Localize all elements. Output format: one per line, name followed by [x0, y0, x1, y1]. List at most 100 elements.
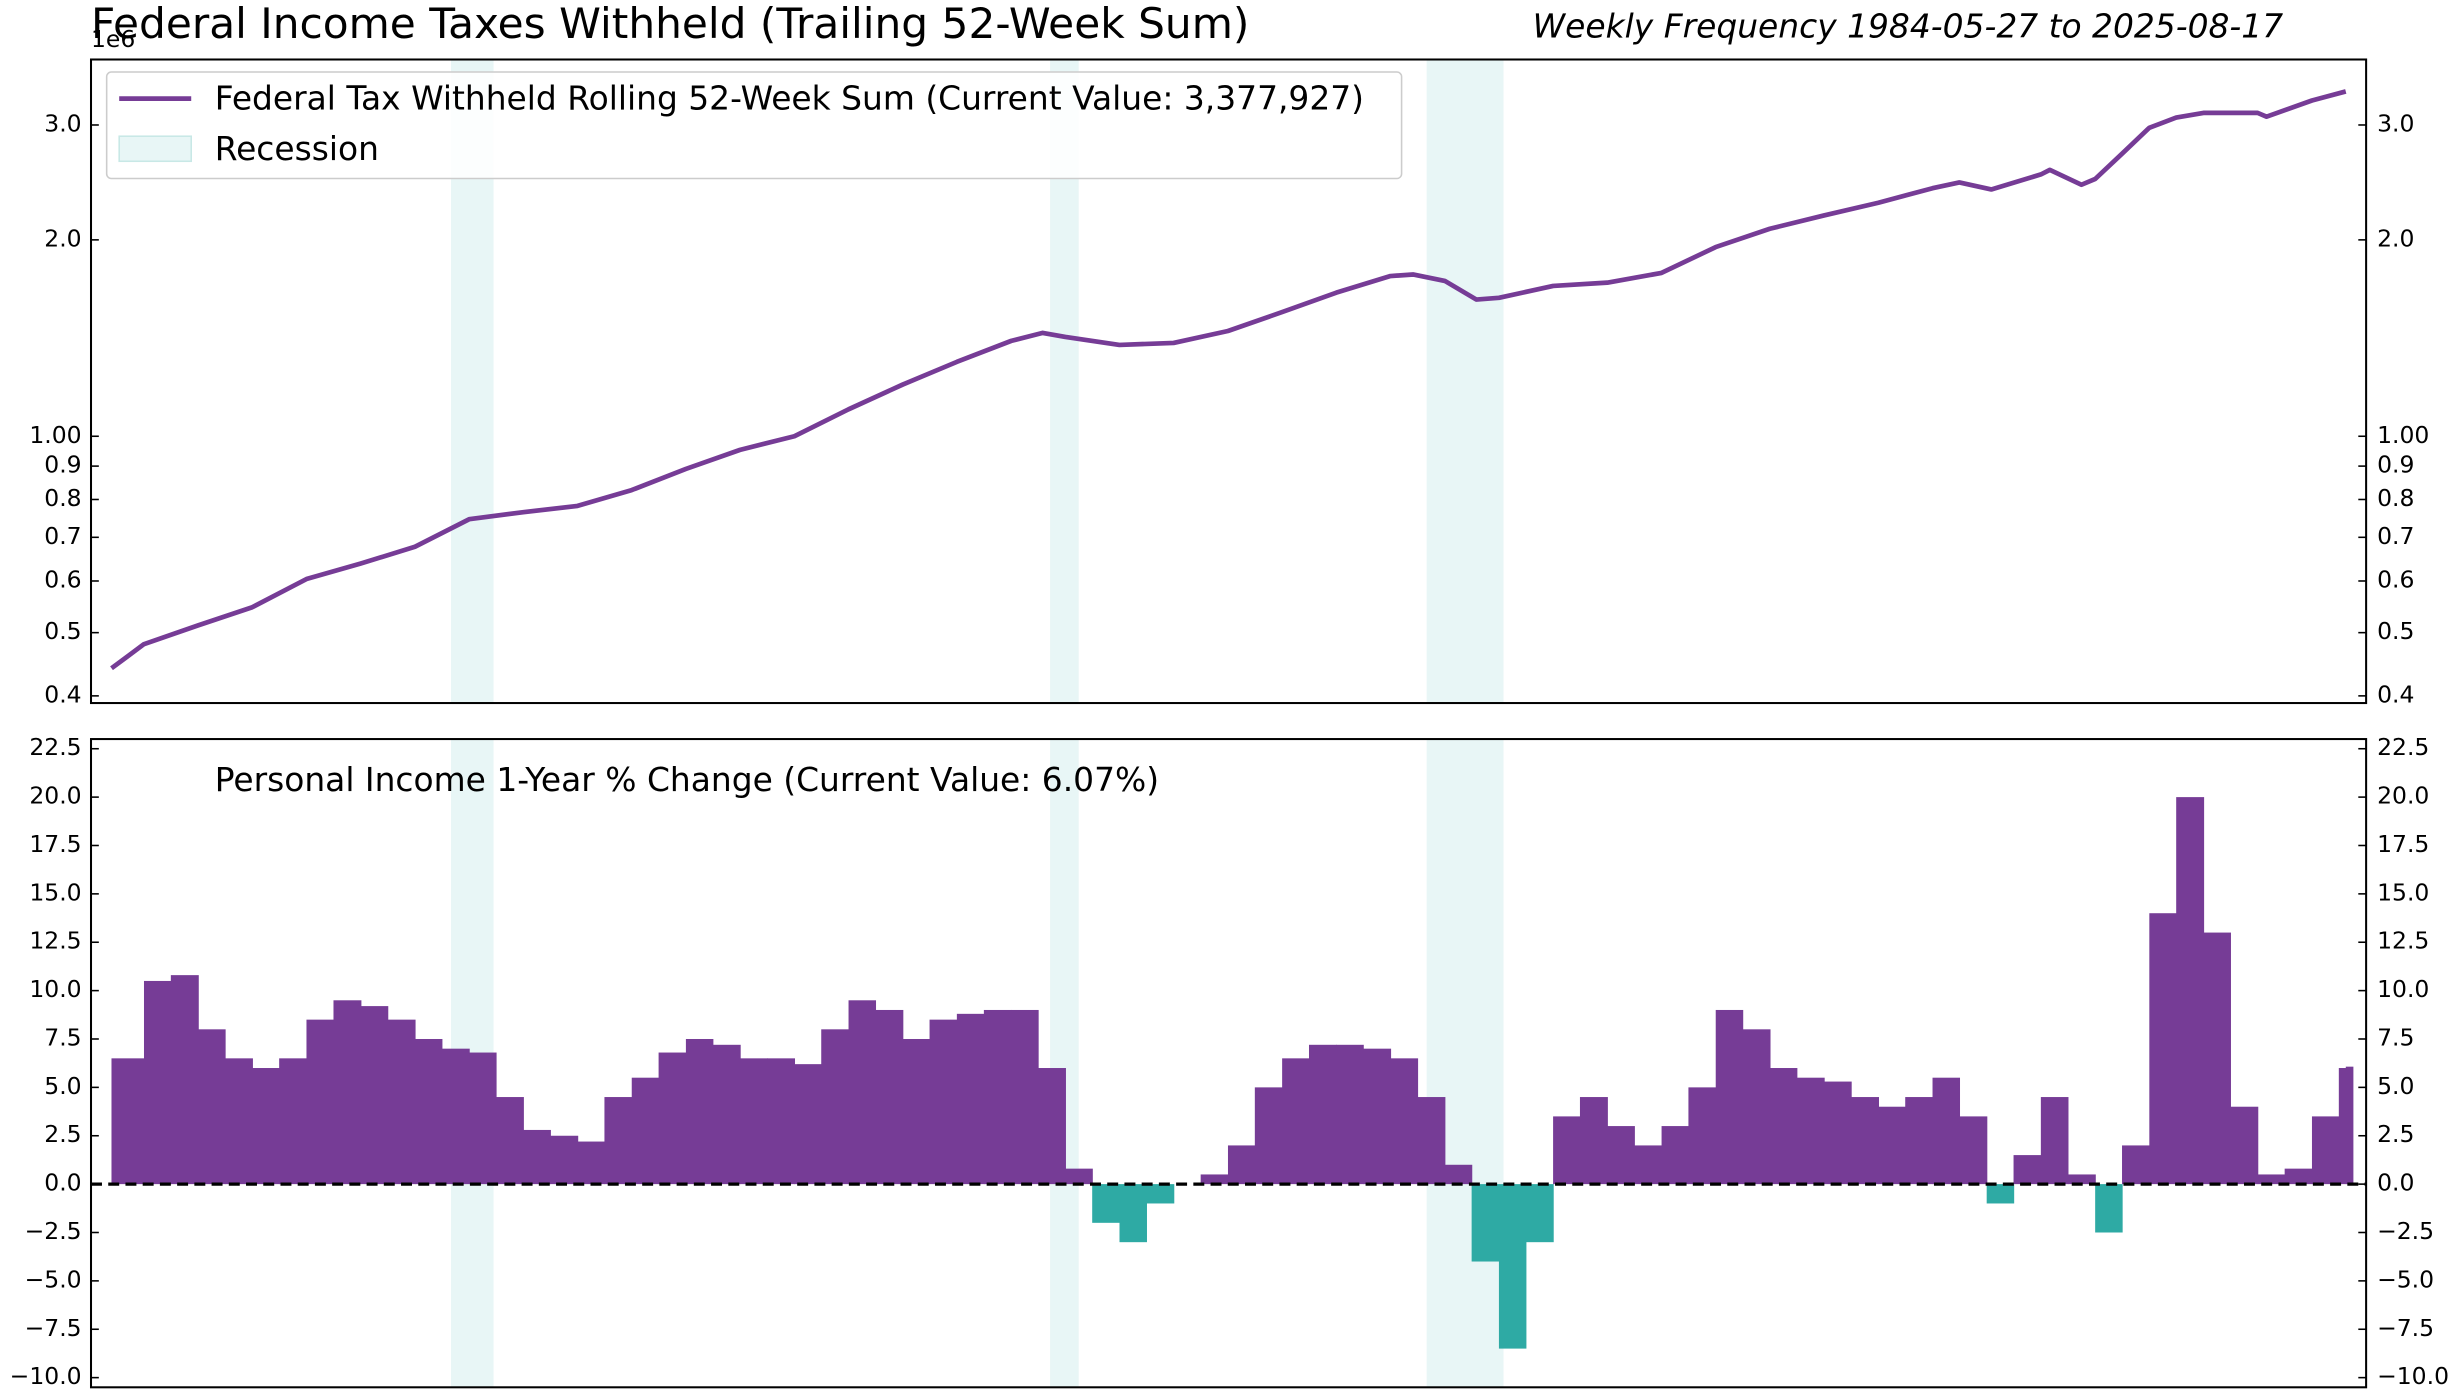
legend-label: Federal Tax Withheld Rolling 52-Week Sum… [215, 79, 1364, 118]
bar [2013, 1155, 2042, 1185]
bar [333, 1000, 362, 1185]
bar [2257, 1174, 2286, 1185]
bar [1688, 1087, 1717, 1185]
legend-patch-handle [118, 135, 193, 163]
y-tick-label: 1.00 [29, 421, 81, 449]
y-tick-label-right: 17.5 [2377, 830, 2429, 858]
chart-title: Federal Income Taxes Withheld (Trailing … [91, 0, 1249, 48]
bar [2345, 1066, 2354, 1185]
bar [740, 1058, 768, 1185]
y-tick-label-right: 0.0 [2377, 1169, 2414, 1197]
y-tick-label: 5.0 [44, 1072, 81, 1100]
bar [1065, 1168, 1093, 1185]
bar [658, 1052, 687, 1185]
bar [1336, 1044, 1364, 1185]
bar [2149, 913, 2177, 1185]
bar [1092, 1184, 1121, 1223]
bar [631, 1077, 660, 1185]
plot-frame [89, 738, 2368, 1389]
bar [1824, 1081, 1852, 1185]
bar [1308, 1044, 1337, 1185]
bar [1038, 1068, 1066, 1185]
chart-subtitle: Weekly Frequency 1984-05-27 to 2025-08-1… [1533, 7, 2284, 46]
bar [1146, 1184, 1175, 1204]
bar [1579, 1097, 1608, 1185]
bar [2122, 1145, 2150, 1185]
bar [170, 975, 199, 1185]
bar [1200, 1174, 1229, 1185]
bar [983, 1009, 1012, 1185]
bar [225, 1058, 253, 1185]
bar [1959, 1116, 1988, 1185]
y-tick-label-right: 2.0 [2377, 224, 2414, 252]
y-tick-label: 12.5 [29, 927, 81, 955]
bar [2176, 797, 2205, 1185]
bar [414, 1038, 443, 1185]
bar [1607, 1126, 1635, 1185]
plot-frame [89, 58, 2368, 705]
y-tick-label-right: 0.8 [2377, 484, 2414, 512]
bar [111, 1058, 145, 1185]
bar [848, 1000, 877, 1185]
bar [1417, 1097, 1446, 1185]
y-tick-label: 0.7 [44, 522, 81, 550]
bar [685, 1038, 714, 1185]
y-tick-label-right: 0.7 [2377, 522, 2414, 550]
legend: Federal Tax Withheld Rolling 52-Week Sum… [105, 71, 1403, 180]
y-tick-label-right: 7.5 [2377, 1023, 2414, 1051]
y-tick-label-right: 12.5 [2377, 927, 2429, 955]
bar [441, 1048, 470, 1185]
y-tick-label: 3.0 [44, 109, 81, 137]
y-tick-label: 0.9 [44, 451, 81, 479]
bar [1905, 1097, 1934, 1185]
y-tick-label-right: 22.5 [2377, 733, 2429, 761]
y-tick-label-right: 0.4 [2377, 680, 2414, 708]
bar [1282, 1058, 1310, 1185]
y-tick-label: 2.5 [44, 1120, 81, 1148]
y-tick-label: 2.0 [44, 224, 81, 252]
bar [1769, 1068, 1798, 1185]
y-tick-label: 0.6 [44, 565, 81, 593]
bar [1444, 1164, 1473, 1185]
bar [929, 1019, 958, 1185]
y-tick-label-right: −2.5 [2377, 1217, 2434, 1245]
y-tick-label: 0.8 [44, 484, 81, 512]
y-tick-label-right: 1.00 [2377, 421, 2429, 449]
y-tick-label-right: −7.5 [2377, 1314, 2434, 1342]
bar [2040, 1097, 2069, 1185]
y-tick-label: −5.0 [25, 1265, 82, 1293]
y-tick-label-right: 5.0 [2377, 1072, 2414, 1100]
bar [1011, 1009, 1039, 1185]
y-tick-label-right: −10.0 [2377, 1362, 2449, 1390]
bar [387, 1019, 416, 1185]
bar [2067, 1174, 2096, 1185]
y-tick-label: 10.0 [29, 975, 81, 1003]
data-line [110, 89, 2347, 671]
bar [2203, 932, 2231, 1185]
y-tick-label: 7.5 [44, 1023, 81, 1051]
bar [821, 1029, 850, 1185]
bar [1851, 1097, 1879, 1185]
legend-label: Recession [215, 129, 379, 168]
bar [1119, 1184, 1147, 1243]
bar [956, 1013, 985, 1185]
bar [360, 1006, 389, 1185]
bar [198, 1029, 226, 1185]
bar [1553, 1116, 1581, 1185]
y-tick-label: 22.5 [29, 733, 81, 761]
bar [143, 980, 172, 1185]
bar [495, 1097, 524, 1185]
bar [550, 1135, 579, 1185]
bar [252, 1068, 280, 1185]
bar [1661, 1126, 1690, 1185]
bar [1390, 1058, 1419, 1185]
y-tick-label: 17.5 [29, 830, 81, 858]
bar [1715, 1009, 1744, 1185]
series-label: Personal Income 1-Year % Change (Current… [215, 760, 1159, 799]
y-tick-label-right: 10.0 [2377, 975, 2429, 1003]
bar [875, 1009, 904, 1185]
bar [1634, 1145, 1663, 1185]
recession-band [1426, 739, 1504, 1388]
recession-band [1050, 739, 1079, 1388]
